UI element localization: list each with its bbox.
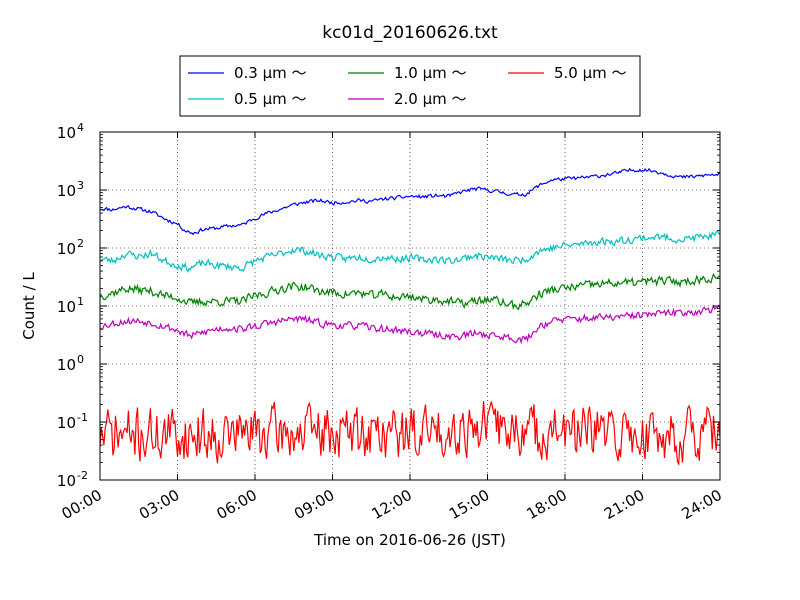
y-tick-label: 10 0	[57, 353, 84, 374]
legend-label: 0.3 μm ～	[234, 64, 307, 82]
series-layer	[100, 167, 720, 467]
y-tick-base: 10	[57, 298, 76, 316]
y-tick-base: 10	[57, 182, 76, 200]
legend-label: 0.5 μm ～	[234, 90, 307, 108]
legend-item: 0.5 μm ～	[188, 90, 307, 108]
legend-label: 5.0 μm ～	[554, 64, 627, 82]
y-tick-label: 10 1	[57, 295, 84, 316]
legend-item: 5.0 μm ～	[508, 64, 627, 82]
y-axis-label: Count / L	[20, 272, 38, 340]
series-line	[100, 272, 720, 311]
ticks: 00:00 03:00 06:00 09:00 12:00 15:00 18:00 21:00…	[57, 121, 725, 523]
grid	[100, 132, 720, 480]
y-tick-exponent: 3	[77, 179, 84, 192]
y-tick-base: 10	[57, 414, 76, 432]
legend-item: 1.0 μm ～	[348, 64, 467, 82]
y-tick-base: 10	[57, 472, 76, 490]
y-tick-base: 10	[57, 124, 76, 142]
legend-box	[179, 55, 641, 117]
y-tick-base: 10	[57, 240, 76, 258]
series-line	[100, 229, 720, 273]
series-line	[100, 167, 720, 236]
y-tick-base: 10	[57, 356, 76, 374]
legend-label: 1.0 μm ～	[394, 64, 467, 82]
y-tick-exponent: -1	[77, 411, 88, 424]
y-tick-label: 10 -2	[57, 469, 88, 490]
y-tick-label: 10 4	[57, 121, 84, 142]
series-line	[100, 400, 720, 467]
y-tick-label: 10 2	[57, 237, 84, 258]
y-tick-exponent: -2	[77, 469, 88, 482]
legend-item: 0.3 μm ～	[188, 64, 307, 82]
chart-title: kc01d_20160626.txt	[322, 23, 498, 43]
y-tick-label: 10 -1	[57, 411, 88, 432]
y-tick-label: 10 3	[57, 179, 84, 200]
series-line	[100, 304, 720, 345]
y-tick-exponent: 4	[77, 121, 84, 134]
y-tick-exponent: 1	[77, 295, 84, 308]
y-tick-exponent: 0	[77, 353, 84, 366]
legend-item: 2.0 μm ～	[348, 90, 467, 108]
legend: 0.3 μm ～ 0.5 μm ～ 1.0 μm ～ 2.0 μm ～ 5.0 μm ～	[179, 55, 641, 117]
legend-label: 2.0 μm ～	[394, 90, 467, 108]
x-axis-label: Time on 2016-06-26 (JST)	[313, 531, 506, 549]
y-tick-exponent: 2	[77, 237, 84, 250]
